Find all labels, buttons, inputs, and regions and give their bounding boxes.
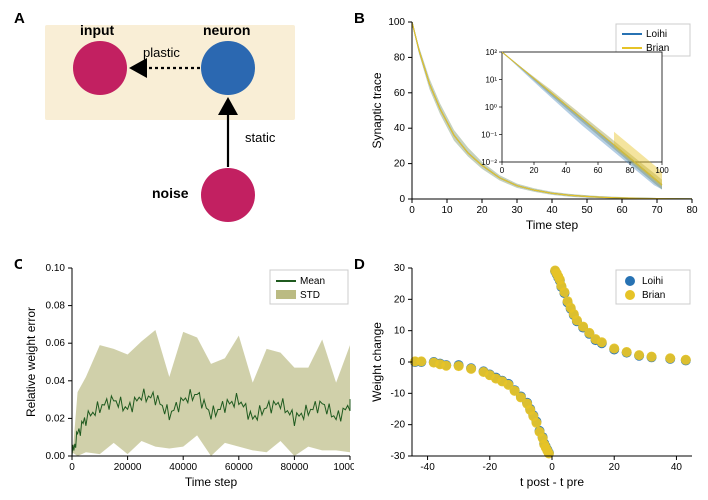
svg-text:0: 0 (500, 166, 505, 175)
svg-text:0.10: 0.10 (46, 263, 66, 274)
svg-text:-20: -20 (391, 420, 406, 431)
panel-label-B: B (354, 10, 365, 27)
svg-text:40: 40 (562, 166, 571, 175)
svg-text:70: 70 (651, 205, 663, 216)
svg-text:0.02: 0.02 (46, 413, 66, 424)
svg-text:40: 40 (394, 123, 406, 134)
svg-text:10²: 10² (485, 48, 497, 57)
svg-text:Synaptic trace: Synaptic trace (370, 72, 384, 148)
svg-text:10⁻²: 10⁻² (481, 158, 497, 167)
svg-text:t post - t pre: t post - t pre (520, 475, 584, 489)
svg-text:10¹: 10¹ (485, 76, 497, 85)
svg-text:0.08: 0.08 (46, 301, 66, 312)
svg-text:STD: STD (300, 290, 320, 301)
svg-text:30: 30 (394, 263, 406, 274)
svg-text:100: 100 (655, 166, 669, 175)
svg-text:40: 40 (546, 205, 558, 216)
chart-C: 0 20000 40000 60000 80000 100000 0.00 0.02 0.04 0… (22, 256, 354, 492)
chart-D: -40 -20 0 20 40 -30 -20 -10 0 10 20 30 t post - t pr… (368, 256, 700, 492)
svg-text:0: 0 (399, 357, 405, 368)
figure-root: A input neuron noise plastic static B 01… (0, 0, 708, 500)
svg-text:10⁻¹: 10⁻¹ (481, 131, 497, 140)
svg-text:10: 10 (394, 326, 406, 337)
svg-text:-20: -20 (483, 462, 498, 473)
svg-text:0: 0 (409, 205, 415, 216)
svg-text:10: 10 (441, 205, 453, 216)
svg-text:60000: 60000 (225, 462, 253, 473)
svg-text:0: 0 (549, 462, 555, 473)
svg-text:0: 0 (69, 462, 75, 473)
svg-text:60: 60 (394, 88, 406, 99)
diagram-edges (0, 0, 330, 230)
svg-text:80000: 80000 (280, 462, 308, 473)
svg-text:20: 20 (394, 294, 406, 305)
svg-text:20: 20 (394, 159, 406, 170)
svg-text:60: 60 (616, 205, 628, 216)
svg-text:40000: 40000 (169, 462, 197, 473)
svg-text:20: 20 (530, 166, 539, 175)
svg-text:80: 80 (394, 52, 406, 63)
svg-text:100: 100 (388, 17, 405, 28)
svg-text:-30: -30 (391, 451, 406, 462)
svg-text:Relative weight error: Relative weight error (24, 307, 38, 417)
svg-text:100000: 100000 (333, 462, 354, 473)
svg-text:Mean: Mean (300, 276, 325, 287)
svg-text:0.04: 0.04 (46, 376, 66, 387)
svg-text:0: 0 (399, 194, 405, 205)
svg-text:Brian: Brian (642, 290, 665, 301)
panel-label-D: D (354, 256, 365, 273)
svg-text:80: 80 (686, 205, 698, 216)
svg-text:Loihi: Loihi (646, 29, 667, 40)
svg-text:50: 50 (581, 205, 593, 216)
svg-text:Time step: Time step (526, 218, 579, 232)
svg-text:0.00: 0.00 (46, 451, 66, 462)
svg-text:20: 20 (609, 462, 621, 473)
svg-text:0.06: 0.06 (46, 338, 66, 349)
svg-text:20: 20 (476, 205, 488, 216)
svg-text:-40: -40 (420, 462, 435, 473)
svg-text:30: 30 (511, 205, 523, 216)
svg-text:20000: 20000 (114, 462, 142, 473)
svg-text:40: 40 (671, 462, 683, 473)
svg-text:80: 80 (626, 166, 635, 175)
svg-text:Loihi: Loihi (642, 276, 663, 287)
svg-text:10⁰: 10⁰ (485, 103, 497, 112)
chart-B: 0 10 20 30 40 50 60 70 80 0 20 40 60 80 100 Time step Sy… (368, 10, 700, 235)
svg-text:-10: -10 (391, 388, 406, 399)
svg-text:Weight change: Weight change (370, 322, 384, 402)
svg-text:Time step: Time step (185, 475, 238, 489)
svg-text:60: 60 (594, 166, 603, 175)
